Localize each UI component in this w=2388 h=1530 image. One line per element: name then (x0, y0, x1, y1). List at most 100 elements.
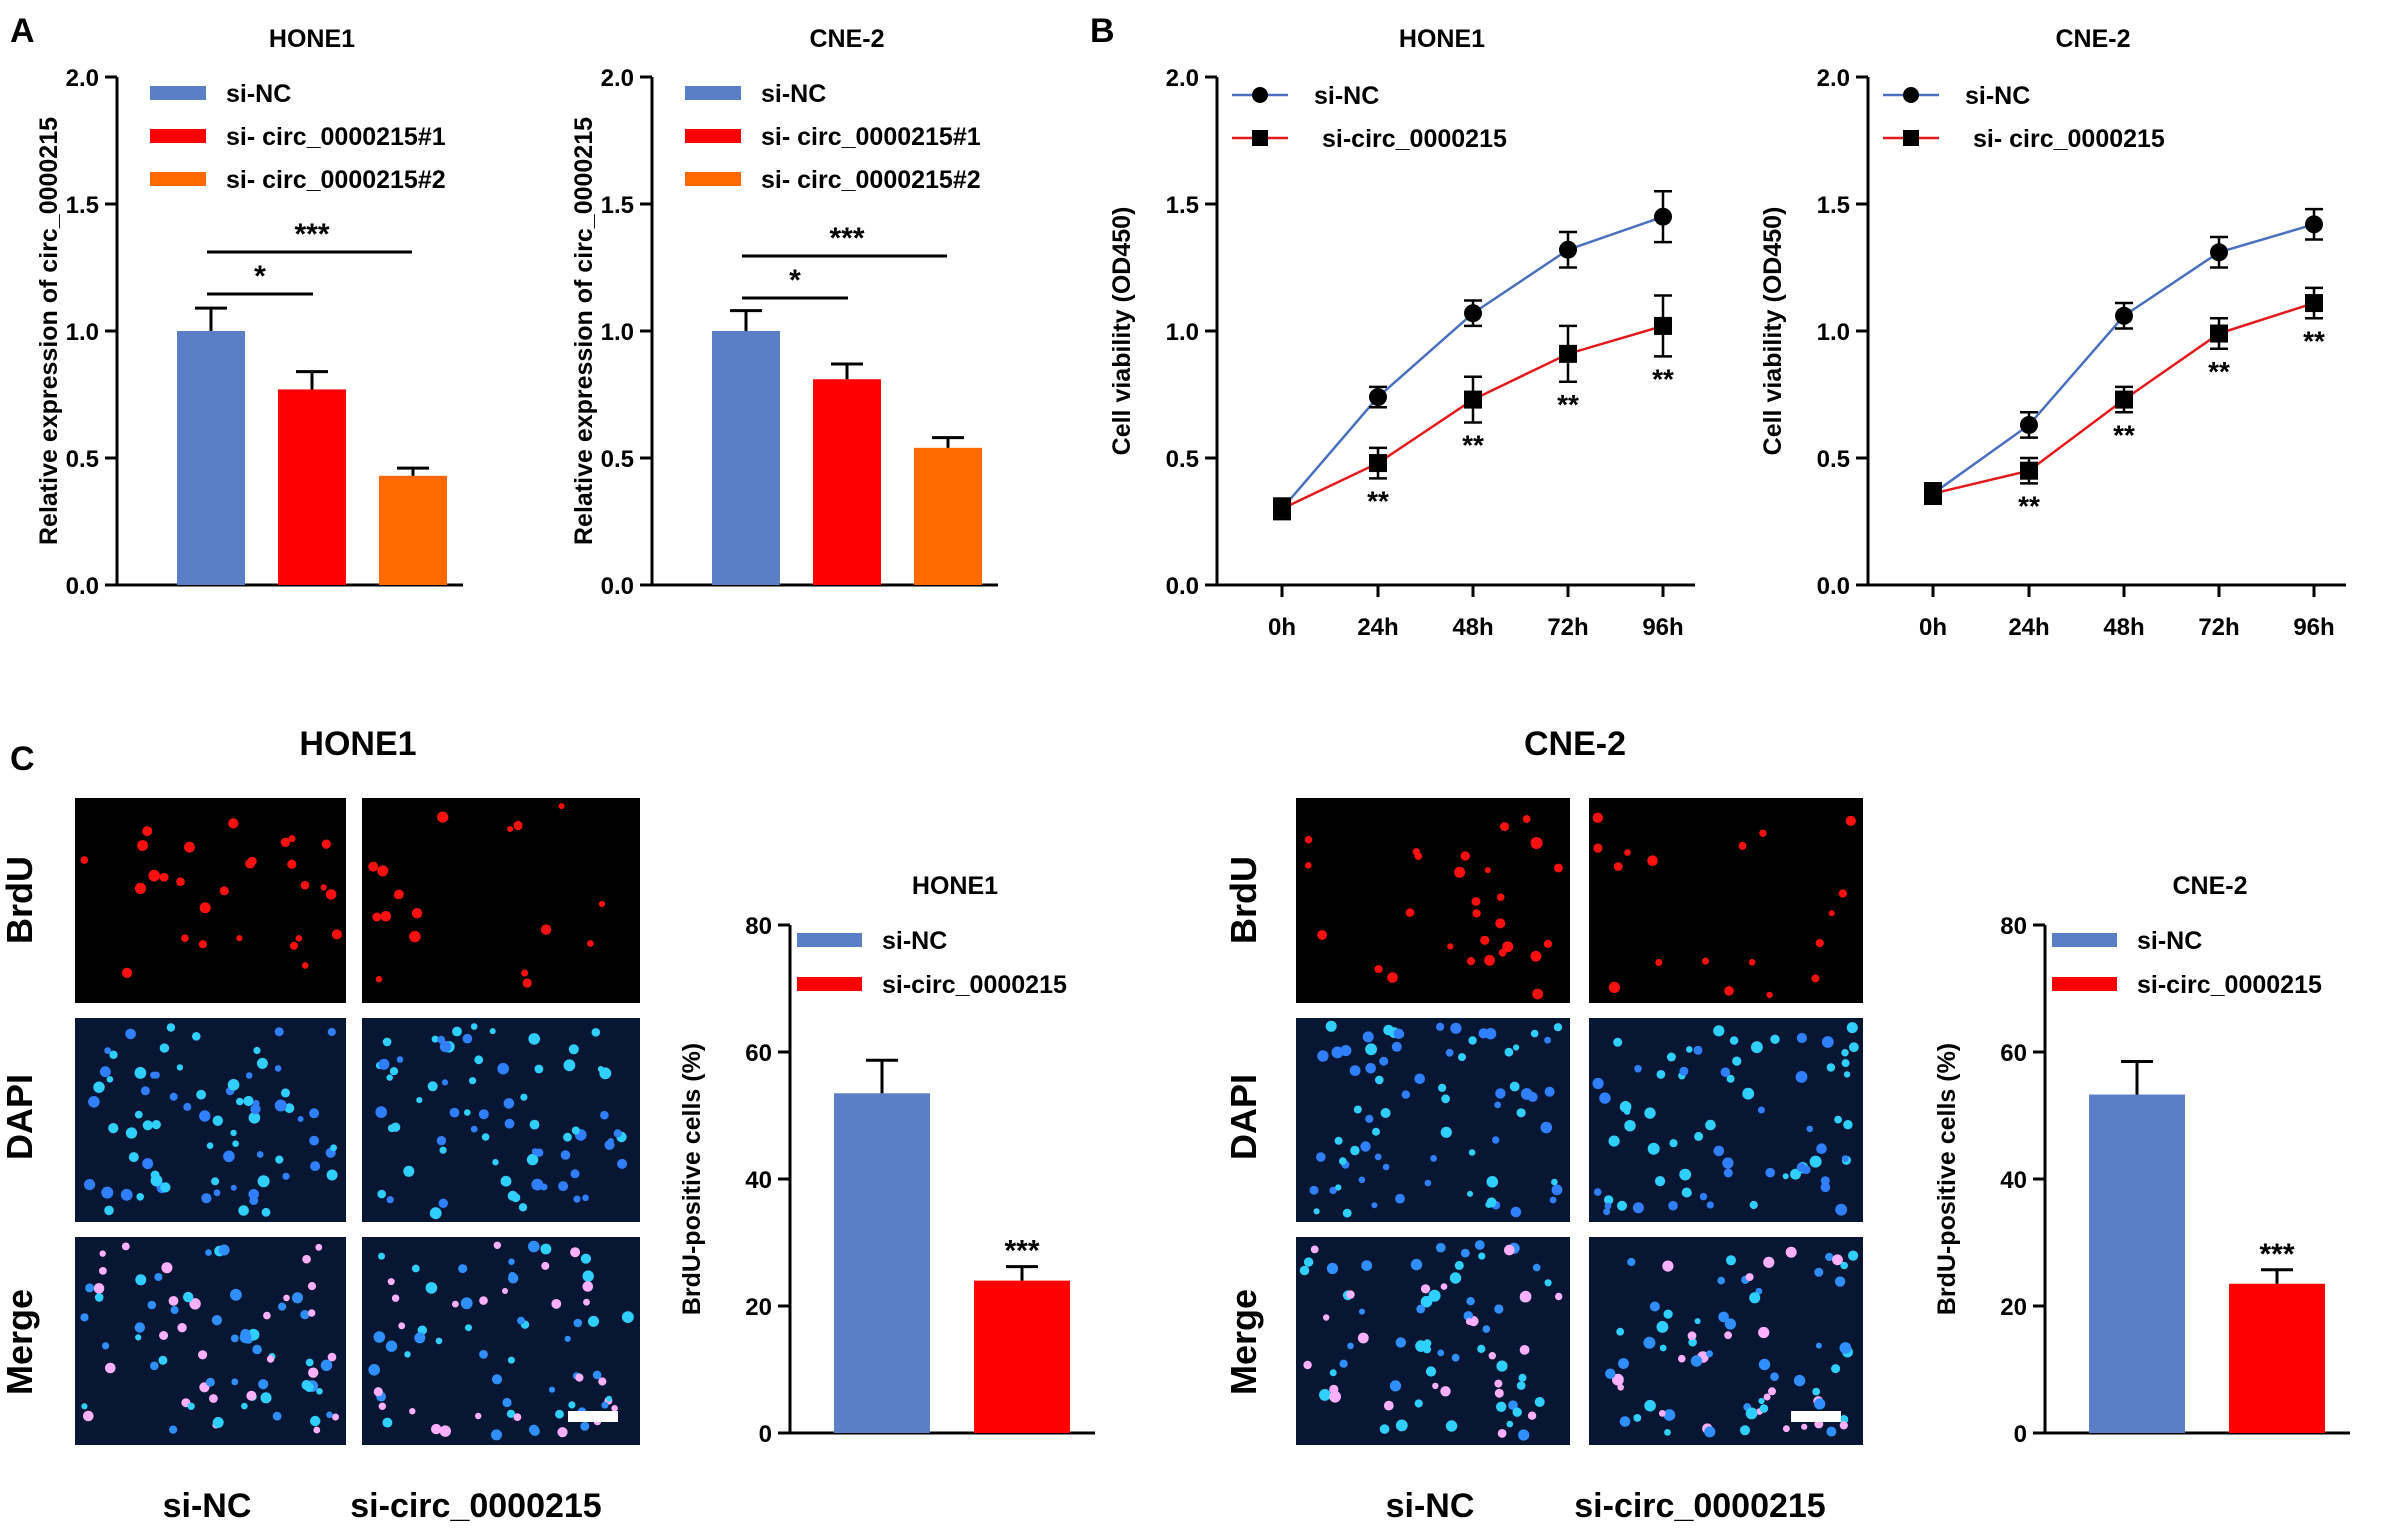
y-tick-label: 20 (2000, 1294, 2027, 1321)
data-point (2210, 243, 2228, 262)
cell-nucleus (1326, 1262, 1339, 1275)
cell-nucleus (521, 969, 529, 977)
cell-nucleus (1357, 1332, 1369, 1344)
cell-nucleus (1664, 1429, 1671, 1436)
cell-nucleus (1334, 1136, 1343, 1145)
cell-nucleus (249, 1196, 259, 1205)
cell-nucleus (105, 1362, 116, 1374)
cell-nucleus (502, 1288, 508, 1294)
cell-nucleus (121, 1242, 130, 1251)
row-label-merge: Merge (1223, 1289, 1264, 1395)
cell-nucleus (1382, 1163, 1390, 1171)
cell-nucleus (1472, 909, 1481, 918)
cell-nucleus (373, 1387, 383, 1397)
y-tick-label: 60 (2000, 1040, 2027, 1067)
legend-swatch (2052, 977, 2117, 991)
cell-nucleus (1706, 1350, 1713, 1358)
bar-chart-c-hone1: 0 20 40 60 80 BrdU-positive cells (%) HONE1 si-… (678, 872, 1095, 1448)
series-line (1281, 215, 1664, 510)
cell-nucleus (1838, 889, 1847, 898)
cell-nucleus (121, 967, 133, 979)
cell-nucleus (449, 1107, 460, 1118)
cell-nucleus (1544, 1036, 1551, 1044)
chart-title: HONE1 (269, 25, 355, 53)
cell-nucleus (1317, 930, 1327, 940)
cell-nucleus (142, 1158, 154, 1170)
cell-nucleus (1430, 1155, 1437, 1162)
cell-nucleus (588, 1315, 599, 1327)
cell-nucleus (478, 1109, 489, 1120)
cell-nucleus (531, 1178, 544, 1191)
cell-nucleus (1732, 1056, 1742, 1066)
cell-nucleus (1303, 1360, 1312, 1370)
cell-nucleus (513, 820, 523, 831)
cell-nucleus (541, 1261, 550, 1270)
cell-nucleus (1603, 1208, 1611, 1216)
cell-nucleus (1655, 1176, 1666, 1187)
cell-nucleus (1317, 1050, 1329, 1062)
tile-background (1296, 798, 1570, 1003)
cell-nucleus (1608, 1135, 1620, 1147)
cell-nucleus (1749, 1292, 1761, 1304)
y-tick-label: 0.5 (1817, 446, 1850, 473)
cell-nucleus (150, 1361, 159, 1371)
cell-nucleus (169, 1425, 178, 1434)
cell-nucleus (261, 1207, 271, 1217)
x-tick-label: 24h (2008, 614, 2049, 641)
y-tick-label: 1.0 (1166, 319, 1199, 346)
y-tick-label: 0.5 (66, 446, 99, 473)
cell-nucleus (245, 1072, 253, 1079)
cell-nucleus (1323, 1391, 1330, 1398)
cell-nucleus (1617, 1384, 1624, 1391)
cell-nucleus (1686, 1046, 1693, 1053)
cell-nucleus (1834, 1115, 1842, 1124)
y-tick-label: 0.0 (66, 573, 99, 600)
cell-nucleus (1500, 822, 1509, 832)
cell-nucleus (558, 1181, 569, 1192)
cell-nucleus (320, 884, 327, 891)
cell-nucleus (1644, 1399, 1656, 1412)
cell-nucleus (558, 803, 565, 810)
cell-nucleus (1496, 1360, 1508, 1372)
cell-nucleus (375, 976, 383, 983)
data-point (2020, 461, 2038, 480)
scale-bar (1791, 1411, 1841, 1422)
cell-nucleus (1374, 1153, 1382, 1161)
cell-nucleus (1530, 950, 1542, 962)
cell-nucleus (1331, 1046, 1344, 1059)
cell-nucleus (295, 935, 303, 942)
cell-nucleus (1612, 1373, 1624, 1386)
data-point (1654, 316, 1672, 335)
cell-nucleus (583, 1298, 590, 1306)
cell-nucleus (218, 1244, 230, 1256)
cell-nucleus (1440, 1126, 1452, 1138)
cell-nucleus (1480, 935, 1490, 945)
cell-nucleus (564, 1335, 571, 1342)
panel-c-left-row-labels: BrdU DAPI Merge (0, 856, 40, 1395)
cell-nucleus (310, 1161, 321, 1172)
cell-nucleus (1360, 1141, 1371, 1152)
cell-nucleus (1605, 1368, 1616, 1379)
cell-nucleus (1647, 1142, 1660, 1155)
cell-nucleus (315, 1243, 323, 1251)
cell-nucleus (134, 1322, 145, 1333)
cell-nucleus (327, 1027, 336, 1037)
cell-nucleus (1316, 1152, 1326, 1162)
cell-nucleus (1502, 941, 1514, 953)
cell-nucleus (491, 1374, 503, 1385)
cell-nucleus (1666, 1052, 1676, 1062)
cell-nucleus (568, 1044, 579, 1055)
legend-swatch (685, 86, 741, 100)
legend-swatch (150, 172, 206, 186)
cell-nucleus (301, 962, 309, 969)
cell-nucleus (230, 1334, 239, 1343)
cell-nucleus (1309, 1185, 1319, 1195)
cell-nucleus (1516, 1381, 1526, 1390)
cell-nucleus (176, 877, 185, 886)
cell-nucleus (1512, 1407, 1522, 1417)
row-label-dapi: DAPI (1223, 1074, 1264, 1160)
cell-nucleus (570, 1247, 581, 1258)
cell-nucleus (1841, 1049, 1849, 1057)
cell-nucleus (1454, 866, 1466, 878)
